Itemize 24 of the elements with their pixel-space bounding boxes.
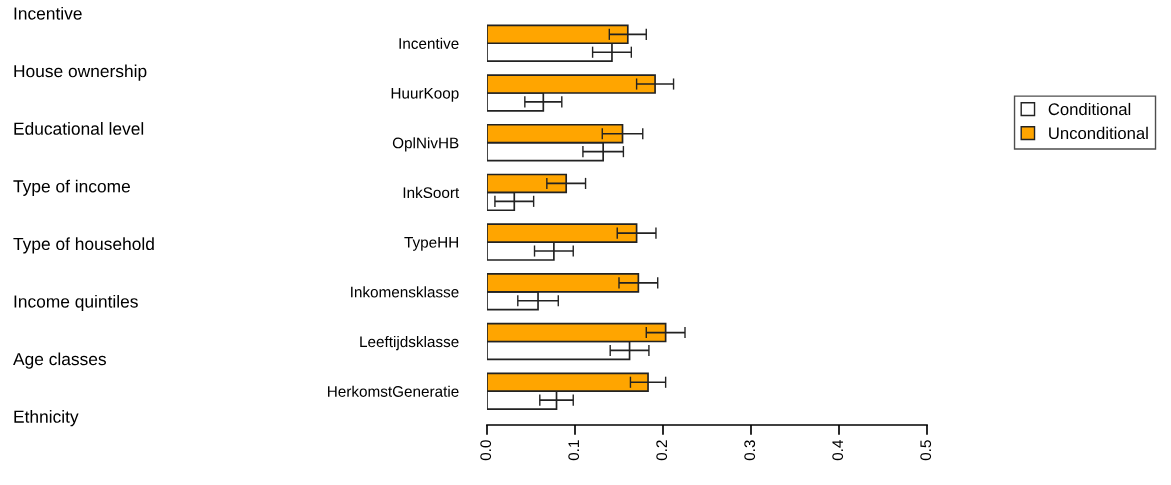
text: Age classes	[13, 352, 106, 369]
y-tick-label: Leeftijdsklasse	[360, 335, 459, 351]
y-tick-label: Incentive	[399, 37, 459, 49]
text: Type of household	[13, 237, 154, 254]
text: Type of income	[13, 179, 130, 196]
text: Incentive	[14, 6, 82, 20]
text: Income quintiles	[14, 294, 138, 312]
y-tick-label: OplNivHB	[392, 137, 459, 152]
y-tick-label: TypeHH	[404, 237, 458, 251]
text: Ethnicity	[14, 410, 79, 427]
y-tick-label: InkSoort	[403, 186, 460, 199]
x-tick-label: 0.4	[832, 440, 844, 461]
text: House ownership	[14, 64, 147, 81]
x-tick-label: 0.2	[656, 440, 668, 461]
y-tick-label: HerkomstGeneratie	[328, 385, 459, 397]
x-tick-label: 0.5	[920, 440, 932, 461]
x-tick-label: 0.0	[480, 440, 492, 461]
legend-label: Unconditional	[1049, 126, 1148, 140]
x-tick-label: 0.1	[568, 440, 580, 461]
y-tick-label: HuurKoop	[391, 88, 459, 102]
y-tick-label: Inkomensklasse	[351, 286, 459, 298]
text: Educational level	[14, 122, 144, 135]
x-tick-label: 0.3	[744, 440, 756, 461]
legend-label: Conditional	[1048, 102, 1131, 116]
